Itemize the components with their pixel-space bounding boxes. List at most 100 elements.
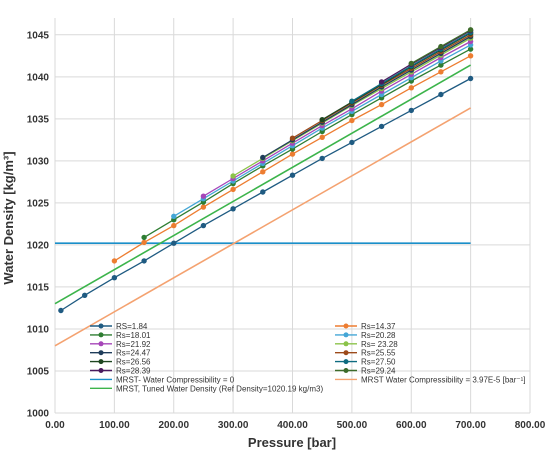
- data-point: [230, 173, 236, 179]
- legend-entry: Rs=18.01: [90, 331, 151, 340]
- tick-labels: 0.00 100.00 200.00 300.00 400.00 500.00 600.00…: [27, 30, 546, 431]
- legend-label: Rs=21.92: [116, 340, 151, 349]
- y-tick-label: 1005: [27, 366, 50, 377]
- data-point: [319, 134, 325, 140]
- series-14: [54, 64, 471, 305]
- legend-label: Rs=24.47: [116, 349, 151, 358]
- legend-swatch-marker: [343, 332, 349, 338]
- series-line: [321, 32, 471, 121]
- legend-entry: Rs=26.56: [90, 358, 151, 367]
- data-point: [111, 258, 118, 264]
- data-point: [111, 275, 118, 281]
- series-line: [60, 77, 471, 312]
- data-point: [349, 139, 355, 146]
- y-tick-label: 1035: [27, 114, 50, 125]
- data-point: [349, 117, 355, 124]
- legend-entry: Rs= 23.28: [335, 340, 398, 349]
- legend-swatch-marker: [343, 350, 349, 356]
- data-point: [141, 234, 147, 241]
- data-point: [319, 117, 325, 123]
- legend-label: Rs=27.50: [361, 358, 396, 367]
- data-point: [200, 222, 207, 229]
- legend-label: Rs=20.28: [361, 331, 396, 340]
- data-point: [438, 69, 444, 75]
- legend-swatch-marker: [343, 368, 349, 373]
- data-point: [467, 75, 474, 82]
- y-tick-label: 1040: [27, 72, 50, 83]
- legend-label: Rs= 23.28: [361, 340, 398, 349]
- x-tick-label: 700.00: [455, 420, 486, 431]
- series-line: [54, 107, 471, 347]
- data-point: [438, 43, 444, 50]
- y-tick-label: 1045: [27, 30, 50, 41]
- grid: [54, 18, 531, 414]
- series-line: [262, 35, 471, 159]
- y-axis-label: Water Density [kg/m³]: [1, 151, 16, 284]
- series-11: [408, 27, 474, 67]
- data-point: [467, 46, 474, 52]
- legend-label: Rs=29.24: [361, 367, 396, 376]
- legend-entry: RS=1.84: [90, 322, 148, 331]
- series-line: [54, 64, 471, 305]
- data-point: [289, 151, 296, 157]
- data-point: [349, 98, 355, 104]
- x-tick-label: 400.00: [277, 420, 308, 431]
- legend-label: MRST, Tuned Water Density (Ref Density=1…: [116, 384, 323, 393]
- data-point: [408, 107, 414, 114]
- data-point: [467, 27, 474, 33]
- legend-label: Rs=26.56: [116, 358, 151, 367]
- data-point: [289, 172, 296, 178]
- x-axis-label: Pressure [bar]: [248, 435, 336, 450]
- series-line: [143, 48, 471, 238]
- legend-entry: Rs=28.39: [90, 367, 151, 376]
- data-point: [378, 101, 385, 108]
- legend-swatch-marker: [98, 341, 104, 347]
- y-tick-label: 1020: [27, 240, 50, 251]
- data-point: [289, 135, 296, 141]
- x-tick-label: 300.00: [218, 420, 249, 431]
- legend-entry: Rs=25.55: [335, 349, 396, 358]
- legend-label: Rs=18.01: [116, 331, 151, 340]
- data-point: [230, 206, 236, 212]
- legend-swatch-marker: [98, 359, 104, 365]
- legend-swatch-marker: [98, 368, 104, 373]
- data-point: [467, 53, 474, 59]
- legend-entry: Rs=14.37: [335, 322, 396, 331]
- legend-label: MRST Water Compressibility = 3.97E-5 [ba…: [361, 375, 526, 384]
- series-13: [54, 107, 471, 347]
- y-tick-label: 1000: [27, 409, 50, 420]
- data-point: [141, 258, 147, 264]
- data-point: [230, 186, 236, 193]
- y-tick-label: 1030: [27, 156, 50, 167]
- data-point: [378, 123, 385, 130]
- legend-label: RS=1.84: [116, 322, 148, 331]
- data-point: [82, 292, 88, 298]
- legend-entry: Rs=29.24: [335, 367, 396, 376]
- y-tick-label: 1010: [27, 324, 50, 335]
- legend-swatch-marker: [98, 350, 104, 356]
- data-point: [58, 307, 64, 314]
- x-tick-label: 800.00: [515, 420, 546, 431]
- data-point: [141, 239, 147, 246]
- x-tick-label: 200.00: [158, 420, 189, 431]
- data-point: [171, 222, 177, 229]
- x-tick-label: 600.00: [396, 420, 427, 431]
- data-point: [260, 189, 266, 195]
- y-tick-label: 1015: [27, 282, 50, 293]
- x-tick-label: 100.00: [99, 420, 130, 431]
- data-point: [438, 62, 444, 68]
- legend-swatch-marker: [98, 332, 104, 338]
- series-0: [58, 75, 474, 314]
- legend-entry: Rs=27.50: [335, 358, 396, 367]
- data-point: [171, 213, 177, 219]
- legend-label: MRST- Water Compressibility = 0: [116, 375, 235, 384]
- series-2: [141, 46, 474, 241]
- data-point: [200, 204, 207, 210]
- legend-entry: Rs=24.47: [90, 349, 151, 358]
- plot-area: [54, 27, 474, 347]
- data-point: [319, 155, 325, 162]
- y-tick-label: 1025: [27, 198, 50, 209]
- series-1: [111, 53, 474, 264]
